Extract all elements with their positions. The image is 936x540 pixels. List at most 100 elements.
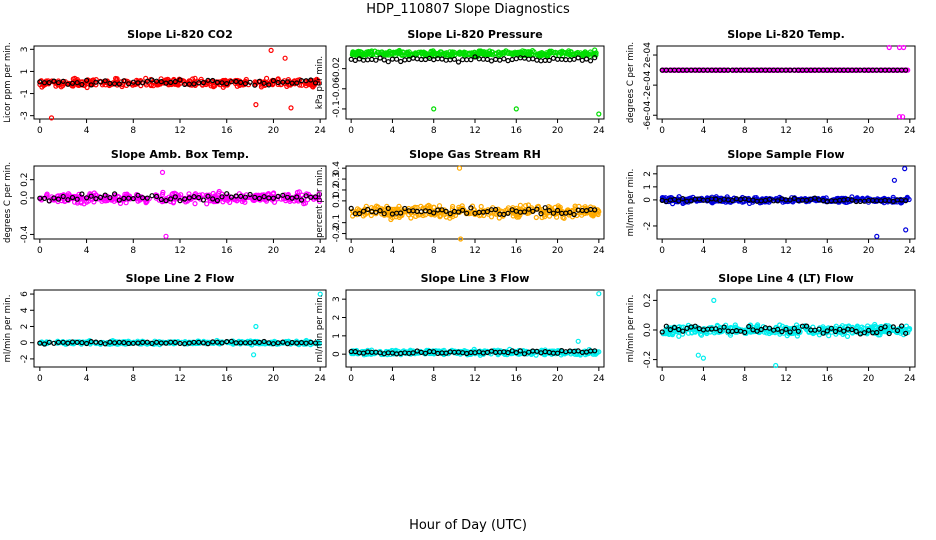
y-tick-label: 0.2 xyxy=(332,183,342,197)
data-point xyxy=(424,52,430,58)
mean-point xyxy=(373,209,379,215)
mean-point xyxy=(168,79,174,86)
data-point xyxy=(772,67,778,73)
mean-point xyxy=(121,78,127,84)
mean-point xyxy=(74,339,80,345)
mean-point xyxy=(742,329,748,335)
x-tick-label: 20 xyxy=(863,126,875,136)
mean-point xyxy=(352,57,358,64)
panel-9: Slope Line 4 (LT) Flow 0 4 8 12 16 20 24 -0.2 0.0… xyxy=(626,272,916,384)
data-point xyxy=(490,52,496,58)
data-point xyxy=(127,340,133,347)
mean-point xyxy=(46,339,52,345)
mean-point xyxy=(791,325,797,331)
mean-point xyxy=(820,330,826,336)
data-point xyxy=(596,209,602,215)
x-tick-label: 12 xyxy=(174,126,185,136)
mean-point xyxy=(592,207,598,213)
mean-point xyxy=(210,339,216,345)
mean-point xyxy=(247,340,253,346)
outlier-point xyxy=(695,352,701,358)
x-tick-label: 24 xyxy=(593,374,605,384)
mean-point xyxy=(60,193,66,200)
data-point xyxy=(525,51,531,57)
mean-point xyxy=(261,338,267,345)
mean-point xyxy=(464,57,470,63)
data-point xyxy=(227,78,233,84)
mean-point xyxy=(431,210,437,216)
x-tick-label: 24 xyxy=(593,126,605,136)
data-point xyxy=(476,50,482,57)
mean-point xyxy=(41,195,48,201)
mean-point xyxy=(158,78,164,85)
mean-point xyxy=(439,56,445,62)
data-point xyxy=(422,205,428,211)
mean-point xyxy=(754,328,760,334)
y-tick-label: -2 xyxy=(643,221,653,230)
mean-point xyxy=(550,55,557,61)
mean-point xyxy=(83,77,90,83)
mean-point xyxy=(567,57,573,63)
mean-point xyxy=(252,194,258,200)
mean-point xyxy=(303,340,309,346)
x-tick-label: 16 xyxy=(221,246,233,256)
outlier-point xyxy=(896,44,903,51)
data-point xyxy=(237,82,243,89)
data-point xyxy=(285,191,291,198)
outlier-point xyxy=(431,106,437,112)
mean-point xyxy=(365,57,371,63)
y-tick-label: 1 xyxy=(20,69,30,75)
x-tick-label: 8 xyxy=(130,126,136,136)
data-point xyxy=(430,48,436,54)
mean-point xyxy=(505,57,511,64)
mean-point xyxy=(369,56,375,63)
x-tick-label: 12 xyxy=(780,374,791,384)
mean-point xyxy=(200,197,206,203)
mean-point xyxy=(418,56,424,63)
mean-point xyxy=(488,58,495,64)
mean-point xyxy=(97,194,104,200)
data-point xyxy=(375,204,381,210)
mean-point xyxy=(168,339,174,345)
mean-point xyxy=(130,79,136,85)
x-tick-label: 0 xyxy=(659,374,665,384)
mean-points xyxy=(37,191,319,204)
x-tick-label: 24 xyxy=(904,374,916,384)
mean-point xyxy=(455,59,462,65)
mean-point xyxy=(289,80,295,86)
x-tick-label: 0 xyxy=(37,374,43,384)
mean-point xyxy=(280,192,286,198)
data-point xyxy=(417,212,423,218)
x-tick-label: 12 xyxy=(174,374,185,384)
y-axis-label: ml/min per min. xyxy=(3,295,13,363)
mean-point xyxy=(365,206,371,213)
mean-point xyxy=(431,56,437,63)
mean-point xyxy=(526,56,532,62)
x-tick-label: 4 xyxy=(390,246,396,256)
data-point xyxy=(572,351,578,357)
data-point xyxy=(592,47,598,53)
mean-point xyxy=(214,197,220,204)
panel-title: Slope Amb. Box Temp. xyxy=(111,148,249,161)
plot-frame xyxy=(33,289,327,368)
x-tick-label: 20 xyxy=(863,374,875,384)
data-point xyxy=(485,211,492,217)
data-point xyxy=(315,80,322,86)
y-tick-label: 2 xyxy=(20,324,30,330)
mean-point xyxy=(373,57,379,63)
data-point xyxy=(505,49,512,55)
x-tick-label: 12 xyxy=(174,246,185,256)
mean-point xyxy=(894,327,901,334)
mean-point xyxy=(468,56,474,63)
outlier-point xyxy=(903,227,909,233)
mean-point xyxy=(791,67,797,73)
mean-point xyxy=(312,80,319,86)
mean-point xyxy=(451,56,457,62)
mean-point xyxy=(443,208,449,214)
mean-point xyxy=(65,340,71,346)
outlier-point xyxy=(896,114,903,120)
mean-point xyxy=(526,206,532,212)
mean-point xyxy=(534,206,540,212)
data-point xyxy=(694,67,700,73)
mean-point xyxy=(903,198,909,204)
